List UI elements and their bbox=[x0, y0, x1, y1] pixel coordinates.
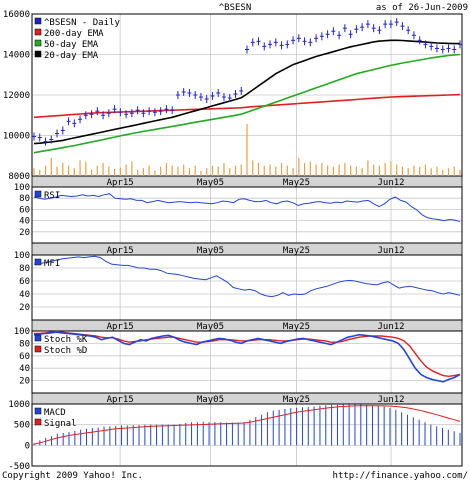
x-tick-label: Jun12 bbox=[378, 178, 405, 188]
source-url: http://finance.yahoo.com/ bbox=[333, 471, 468, 480]
y-tick-label: 20 bbox=[19, 377, 30, 387]
x-tick-label: Apr15 bbox=[107, 178, 134, 188]
y-tick-label: 40 bbox=[19, 290, 30, 300]
x-tick-label: May05 bbox=[197, 246, 224, 256]
legend-swatch bbox=[34, 17, 42, 25]
as-of-date: as of 26-Jun-2009 bbox=[376, 3, 468, 13]
50-day-ema-line bbox=[33, 53, 461, 154]
legend-label: MFI bbox=[44, 259, 60, 269]
legend-swatch bbox=[34, 334, 42, 342]
legend-swatch bbox=[34, 190, 42, 198]
y-tick-label: 100 bbox=[14, 251, 30, 261]
legend-label: ^BSESN - Daily bbox=[44, 18, 120, 28]
chart-title: ^BSESN bbox=[219, 3, 252, 13]
legend-label: RSI bbox=[44, 191, 60, 201]
panel-frame bbox=[31, 403, 463, 467]
x-tick-label: Jun12 bbox=[378, 246, 405, 256]
y-tick-label: 20 bbox=[19, 303, 30, 313]
200-day-ema-line bbox=[33, 93, 461, 119]
panel-frame bbox=[31, 254, 463, 321]
x-tick-label: Jun12 bbox=[378, 322, 405, 332]
x-tick-label: May05 bbox=[197, 322, 224, 332]
x-tick-label: May25 bbox=[283, 322, 310, 332]
y-tick-label: 100 bbox=[14, 183, 30, 193]
mfi-line bbox=[33, 255, 461, 298]
rsi-line bbox=[33, 193, 461, 223]
y-tick-label: 500 bbox=[14, 421, 30, 431]
y-tick-label: 80 bbox=[19, 264, 30, 274]
y-tick-label: 80 bbox=[19, 194, 30, 204]
panel-frame bbox=[31, 186, 463, 244]
y-tick-label: 0 bbox=[25, 441, 30, 451]
legend-swatch bbox=[34, 28, 42, 36]
y-tick-label: 60 bbox=[19, 277, 30, 287]
y-tick-label: 14000 bbox=[3, 51, 30, 61]
x-tick-label: May05 bbox=[197, 395, 224, 405]
legend-label: 50-day EMA bbox=[44, 40, 99, 50]
x-tick-label: May25 bbox=[283, 246, 310, 256]
y-tick-label: 12000 bbox=[3, 91, 30, 101]
legend-swatch bbox=[34, 345, 42, 353]
legend-label: MACD bbox=[44, 408, 66, 418]
legend-swatch bbox=[34, 407, 42, 415]
legend-label: Signal bbox=[44, 419, 77, 429]
x-tick-label: May25 bbox=[283, 395, 310, 405]
y-tick-label: 100 bbox=[14, 327, 30, 337]
y-tick-label: 60 bbox=[19, 205, 30, 215]
y-tick-label: 60 bbox=[19, 352, 30, 362]
legend-swatch bbox=[34, 258, 42, 266]
x-tick-label: Apr15 bbox=[107, 322, 134, 332]
stoch-k-line bbox=[33, 331, 461, 383]
legend-swatch bbox=[34, 418, 42, 426]
x-tick-label: Apr15 bbox=[107, 395, 134, 405]
legend-label: 20-day EMA bbox=[44, 51, 99, 61]
panel-frame bbox=[31, 330, 463, 394]
legend-label: Stoch %D bbox=[44, 346, 87, 356]
y-tick-label: -500 bbox=[8, 462, 30, 472]
y-tick-label: 20 bbox=[19, 228, 30, 238]
legend-swatch bbox=[34, 50, 42, 58]
x-tick-label: Apr15 bbox=[107, 246, 134, 256]
y-tick-label: 8000 bbox=[8, 172, 30, 182]
y-tick-label: 10000 bbox=[3, 132, 30, 142]
y-tick-label: 80 bbox=[19, 339, 30, 349]
x-tick-label: Jun12 bbox=[378, 395, 405, 405]
20-day-ema-line bbox=[33, 39, 460, 145]
legend-swatch bbox=[34, 39, 42, 47]
y-tick-label: 40 bbox=[19, 364, 30, 374]
legend-label: 200-day EMA bbox=[44, 29, 104, 39]
y-tick-label: 16000 bbox=[3, 10, 30, 20]
legend-label: Stoch %K bbox=[44, 335, 88, 345]
copyright-text: Copyright 2009 Yahoo! Inc. bbox=[2, 471, 143, 480]
y-tick-label: 40 bbox=[19, 217, 30, 227]
signal-line bbox=[33, 405, 461, 445]
x-tick-label: May05 bbox=[197, 178, 224, 188]
y-tick-label: 1000 bbox=[8, 400, 30, 410]
x-tick-label: May25 bbox=[283, 178, 310, 188]
